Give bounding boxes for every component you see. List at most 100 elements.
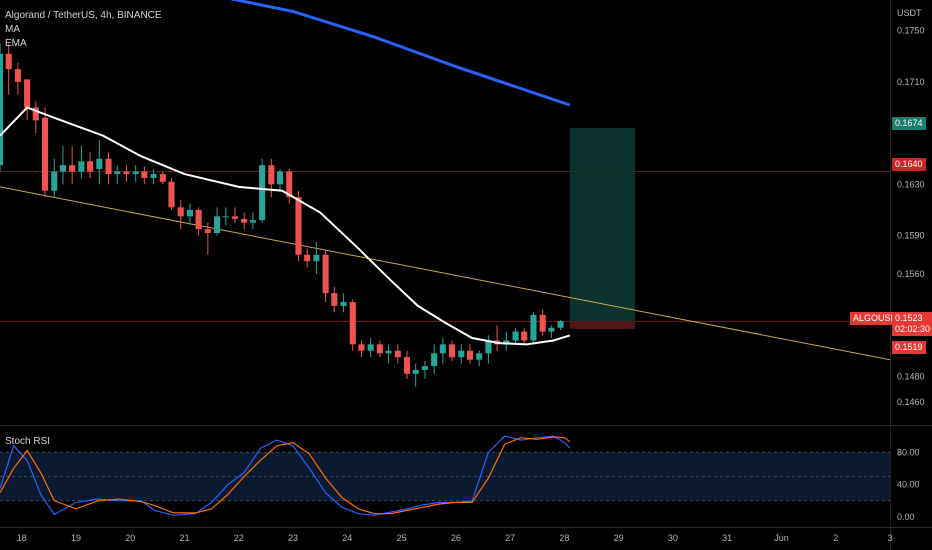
candle-body: [168, 181, 175, 208]
date-tick-label: 23: [288, 533, 298, 543]
candle-body: [159, 174, 166, 182]
rsi-tick-label: 0.00: [897, 512, 915, 522]
candle-body: [0, 53, 4, 166]
candle-body: [340, 302, 347, 306]
candle-body: [431, 353, 438, 367]
candle-body: [421, 366, 428, 370]
rsi-tick-label: 80.00: [897, 447, 920, 457]
candle-body: [105, 158, 112, 175]
ma-line: [230, 0, 571, 107]
candle-body: [78, 161, 85, 172]
candle-body: [14, 69, 21, 82]
candle-body: [186, 209, 193, 217]
candle-body: [24, 79, 31, 108]
candle-body: [214, 216, 221, 233]
candle-body: [32, 107, 39, 121]
price-tick-label: 0.1590: [897, 231, 925, 241]
date-tick-label: Jun: [774, 533, 789, 543]
date-tick-label: 27: [505, 533, 515, 543]
stoch-k-line: [0, 435, 571, 516]
candle-body: [304, 254, 311, 262]
candle-body: [439, 344, 446, 354]
candle-body: [123, 171, 130, 175]
descending-trendline: [0, 186, 891, 361]
date-tick-label: 3: [887, 533, 892, 543]
candle-body: [276, 171, 284, 185]
candle-body: [476, 353, 483, 360]
candle-body: [385, 350, 392, 354]
target-zone: [569, 128, 635, 322]
price-tick-label: 0.1750: [897, 26, 925, 36]
candle-body: [59, 165, 66, 172]
candle-body: [195, 209, 202, 230]
date-tick-label: 31: [722, 533, 732, 543]
stoch-rsi-label[interactable]: Stoch RSI: [5, 436, 51, 447]
date-tick-label: 29: [614, 533, 624, 543]
candle-body: [96, 158, 103, 169]
ma-indicator-label[interactable]: MA: [5, 24, 20, 35]
candle-body: [376, 344, 383, 354]
price-tick-label: 0.1560: [897, 269, 925, 279]
candle-body: [485, 340, 492, 354]
target-price-tag: 0.1674: [892, 117, 926, 130]
resistance-price-tag: 0.1640: [892, 158, 926, 171]
candle-body: [557, 321, 564, 328]
price-tick-label: 0.1710: [897, 77, 925, 87]
candle-body: [466, 350, 474, 360]
candle-body: [394, 350, 401, 358]
ema-line: [0, 106, 571, 346]
last-price-value: 0.1523: [895, 313, 923, 323]
candle-body: [141, 171, 148, 178]
candle-body: [403, 357, 411, 374]
date-tick-label: 19: [71, 533, 81, 543]
candle-body: [358, 344, 365, 351]
candle-body: [322, 254, 329, 294]
last-price-tag: 0.1523 02:02:30: [892, 312, 932, 336]
date-tick-label: 18: [17, 533, 27, 543]
candle-body: [412, 369, 419, 374]
candle-body: [241, 218, 248, 223]
candle-body: [521, 331, 528, 341]
candle-body: [268, 165, 275, 185]
stoch-d-line: [0, 436, 571, 515]
candle-body: [177, 207, 184, 217]
candle-body: [132, 171, 139, 175]
currency-label: USDT: [897, 8, 922, 18]
candle-body: [114, 171, 121, 175]
price-tick-label: 0.1460: [897, 397, 925, 407]
date-tick-label: 2: [833, 533, 838, 543]
candle-body: [313, 254, 320, 262]
date-tick-label: 30: [668, 533, 678, 543]
candle-body: [503, 340, 510, 345]
candle-body: [331, 293, 338, 306]
date-tick-label: 25: [397, 533, 407, 543]
date-tick-label: 26: [451, 533, 461, 543]
stop-zone: [569, 321, 635, 329]
candle-body: [259, 165, 266, 221]
candle-body: [249, 220, 256, 223]
candle-body: [204, 229, 211, 233]
candle-body: [530, 314, 537, 341]
ema-indicator-label[interactable]: EMA: [5, 38, 27, 49]
candle-body: [231, 216, 239, 219]
candle-body: [286, 171, 293, 198]
date-tick-label: 20: [125, 533, 135, 543]
candle-body: [150, 174, 157, 178]
symbol-title: Algorand / TetherUS, 4h, BINANCE: [5, 10, 162, 21]
candle-body: [51, 171, 58, 191]
low-price-tag: 0.1519: [892, 341, 926, 354]
candle-body: [367, 344, 374, 351]
candle-body: [5, 53, 12, 70]
rsi-tick-label: 40.00: [897, 480, 920, 490]
price-tick-label: 0.1480: [897, 371, 925, 381]
date-tick-label: 21: [180, 533, 190, 543]
candle-body: [458, 350, 465, 358]
candle-body: [548, 327, 555, 332]
symbol-tag: ALGOUSDT: [850, 312, 906, 325]
candle-body: [295, 197, 302, 255]
date-tick-label: 28: [559, 533, 569, 543]
date-tick-label: 24: [342, 533, 352, 543]
countdown-timer: 02:02:30: [895, 324, 931, 334]
